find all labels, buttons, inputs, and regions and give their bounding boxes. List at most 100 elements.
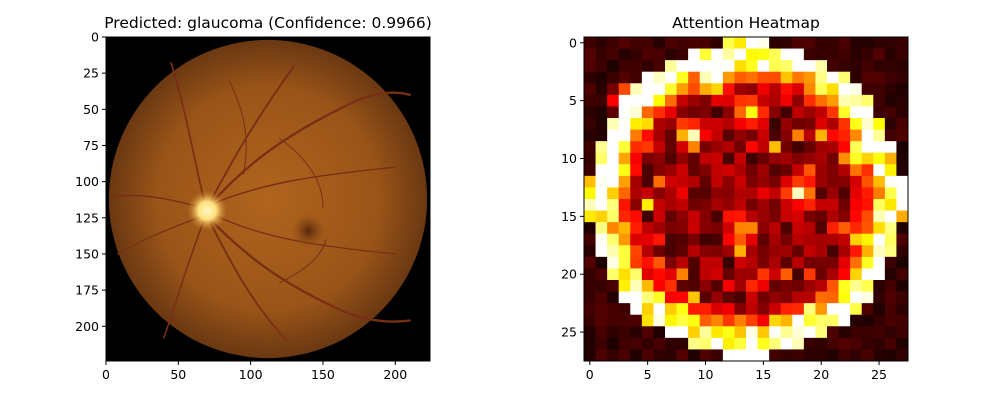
heatmap-cell	[884, 60, 897, 73]
heatmap-cell	[618, 199, 631, 211]
heatmap-cell	[861, 71, 874, 84]
heatmap-cell	[607, 314, 620, 327]
heatmap-cell	[873, 314, 886, 327]
heatmap-cell	[630, 210, 643, 223]
heatmap-cell	[838, 129, 851, 142]
fundus-disk	[108, 39, 428, 359]
heatmap-cell	[827, 60, 839, 73]
heatmap-cell	[861, 245, 874, 258]
heatmap-cell	[618, 349, 631, 362]
heatmap-cell	[780, 141, 793, 154]
heatmap-cell	[665, 129, 677, 142]
heatmap-cell	[769, 314, 782, 327]
heatmap-cell	[699, 83, 712, 96]
fundus-y-tick-label: 200	[75, 319, 99, 334]
heatmap-cell	[757, 326, 770, 339]
heatmap-cell	[884, 118, 897, 130]
heatmap-cell	[722, 245, 735, 258]
fundus-y-tick-label: 125	[75, 210, 99, 225]
heatmap-cell	[641, 280, 654, 292]
heatmap-cell	[688, 94, 701, 107]
heatmap-cell	[584, 291, 596, 304]
heatmap-cell	[780, 280, 793, 292]
heatmap-cell	[780, 48, 793, 61]
heatmap-cell	[873, 48, 886, 61]
heatmap-cell	[861, 268, 874, 281]
heatmap-cell	[641, 129, 654, 142]
heatmap-cell	[873, 222, 886, 235]
heatmap-cell	[827, 71, 839, 84]
heatmap-cell	[827, 129, 839, 142]
heatmap-cell	[688, 175, 701, 188]
heatmap-cell	[792, 106, 805, 119]
heatmap-cell	[792, 48, 805, 61]
heatmap-cell	[815, 106, 828, 119]
heatmap-cell	[746, 152, 758, 165]
heatmap-cell	[711, 141, 724, 154]
heatmap-cell	[850, 129, 863, 142]
heatmap-cell	[827, 118, 839, 130]
heatmap-cell	[850, 175, 863, 188]
heatmap-cell	[838, 71, 851, 84]
heatmap-cell	[815, 152, 828, 165]
heatmap-cell	[641, 210, 654, 223]
heatmap-cell	[699, 268, 712, 281]
heatmap-cell	[641, 314, 654, 327]
heatmap-cell	[734, 256, 747, 269]
heatmap-cell	[722, 129, 735, 142]
heatmap-cell	[722, 187, 735, 200]
heatmap-cell	[746, 175, 758, 188]
heatmap-cell	[757, 256, 770, 269]
heatmap-cell	[757, 314, 770, 327]
heatmap-cell	[769, 210, 782, 223]
fundus-y-tick-label: 150	[75, 246, 99, 261]
heatmap-cell	[850, 222, 863, 235]
heatmap-cell	[827, 233, 839, 246]
heatmap-cell	[838, 222, 851, 235]
heatmap-cell	[803, 129, 816, 142]
heatmap-cell	[769, 268, 782, 281]
heatmap-cell	[595, 268, 608, 281]
heatmap-cell	[815, 326, 828, 339]
heatmap-cell	[734, 199, 747, 211]
heatmap-cell	[815, 210, 828, 223]
heatmap-cell	[699, 222, 712, 235]
heatmap-cell	[595, 291, 608, 304]
heatmap-cell	[711, 233, 724, 246]
heatmap-cell	[665, 268, 677, 281]
heatmap-cell	[861, 141, 874, 154]
heatmap-cell	[618, 94, 631, 107]
heatmap-cell	[618, 291, 631, 304]
heatmap-cell	[653, 222, 666, 235]
heatmap-cell	[618, 326, 631, 339]
heatmap-cell	[861, 199, 874, 211]
heatmap-cell	[641, 48, 654, 61]
heatmap-cell	[769, 280, 782, 292]
heatmap-cell	[688, 129, 701, 142]
heatmap-cell	[630, 268, 643, 281]
heatmap-cell	[711, 303, 724, 316]
heatmap-cell	[711, 118, 724, 130]
heatmap-cell	[803, 48, 816, 61]
heatmap-cell	[607, 199, 620, 211]
heatmap-cell	[746, 280, 758, 292]
heatmap-cell	[584, 164, 596, 177]
heatmap-cell	[792, 210, 805, 223]
heatmap-cell	[896, 164, 909, 177]
heatmap-cell	[803, 210, 816, 223]
heatmap-cell	[665, 141, 677, 154]
heatmap-cell	[746, 199, 758, 211]
heatmap-cell	[838, 199, 851, 211]
heatmap-cell	[722, 314, 735, 327]
heatmap-cell	[873, 280, 886, 292]
heatmap-cell	[607, 94, 620, 107]
heatmap-cell	[618, 129, 631, 142]
heatmap-cell	[827, 303, 839, 316]
heatmap-cell	[803, 233, 816, 246]
heatmap-cell	[595, 187, 608, 200]
heatmap-cell	[665, 326, 677, 339]
heatmap-cell	[815, 141, 828, 154]
heatmap-cell	[665, 71, 677, 84]
heatmap-cell	[653, 233, 666, 246]
heatmap-cell	[746, 314, 758, 327]
